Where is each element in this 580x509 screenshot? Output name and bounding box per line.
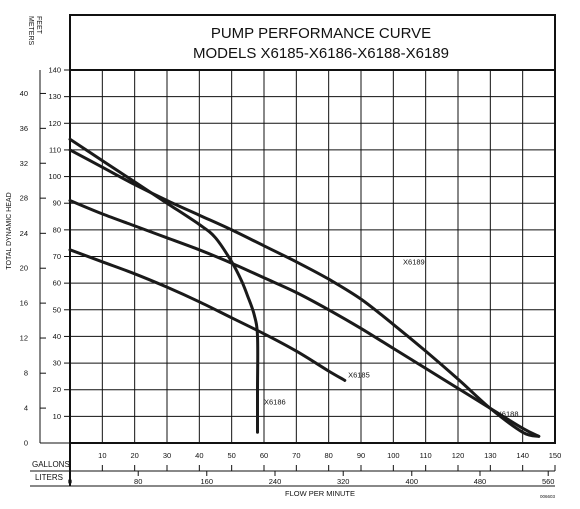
y-tick-feet: 100 — [48, 172, 61, 181]
curve-label-x6189: X6189 — [403, 257, 425, 266]
y-tick-meters: 32 — [20, 159, 28, 168]
title-box — [69, 14, 556, 71]
y-tick-feet: 50 — [53, 305, 61, 314]
y-tick-meters: 4 — [24, 404, 28, 413]
curve-label-x6188: X6188 — [497, 409, 519, 418]
y-tick-feet: 90 — [53, 199, 61, 208]
y-tick-feet: 70 — [53, 252, 61, 261]
y-tick-meters: 20 — [20, 264, 28, 273]
x-tick-gallons: 20 — [130, 451, 138, 460]
y-tick-feet: 10 — [53, 412, 61, 421]
x-tick-liters: 240 — [269, 477, 282, 486]
x-tick-gallons: 120 — [452, 451, 465, 460]
figure-code: 006603 — [540, 494, 556, 499]
x-tick-gallons: 100 — [387, 451, 400, 460]
y-tick-feet: 20 — [53, 385, 61, 394]
y-tick-meters: 24 — [20, 229, 28, 238]
y-tick-meters: 28 — [20, 194, 28, 203]
y-tick-feet: 110 — [49, 145, 61, 154]
x-tick-gallons: 110 — [420, 451, 432, 460]
x-tick-liters: 160 — [201, 477, 214, 486]
curve-label-x6186: X6186 — [264, 397, 286, 406]
y-tick-meters: 40 — [20, 89, 28, 98]
y-tick-meters: 8 — [24, 369, 28, 378]
y-tick-feet: 130 — [48, 92, 61, 101]
x-tick-gallons: 60 — [260, 451, 268, 460]
x-tick-liters: 560 — [542, 477, 555, 486]
gallons-row-label: GALLONS — [32, 460, 70, 469]
liters-row-label: LITERS — [35, 473, 63, 482]
x-tick-gallons: 90 — [357, 451, 365, 460]
x-tick-gallons: 10 — [98, 451, 106, 460]
grid — [30, 69, 556, 487]
y-tick-meters: 12 — [20, 334, 28, 343]
curve-x6185 — [68, 248, 347, 382]
x-tick-gallons: 30 — [163, 451, 171, 460]
curve-x6188 — [68, 199, 541, 438]
x-tick-gallons: 140 — [516, 451, 529, 460]
feet-unit-label: FEET — [35, 16, 42, 35]
curves — [68, 137, 541, 438]
chart-title: PUMP PERFORMANCE CURVE — [211, 25, 431, 42]
y-tick-meters: 0 — [24, 439, 28, 448]
y-tick-meters: 36 — [20, 124, 28, 133]
meters-unit-label: METERS — [27, 16, 34, 46]
x-tick-liters: 400 — [406, 477, 419, 486]
y-tick-feet: 40 — [53, 332, 61, 341]
y-tick-feet: 80 — [53, 225, 61, 234]
curve-labels: X6189 X6188 X6185 X6186 — [264, 257, 518, 418]
y-tick-feet: 140 — [48, 66, 61, 75]
x-axis-label: FLOW PER MINUTE — [285, 489, 355, 498]
y-axis-label: TOTAL DYNAMIC HEAD — [6, 192, 13, 269]
x-tick-liters: 80 — [134, 477, 142, 486]
x-tick-gallons: 80 — [324, 451, 332, 460]
x-tick-gallons: 130 — [484, 451, 497, 460]
curve-x6186 — [68, 137, 260, 434]
tick-labels: 10 20 30 40 50 60 70 80 90 100 110 120 130 140 1501020… — [20, 66, 562, 487]
curve-label-x6185: X6185 — [348, 371, 370, 380]
y-tick-feet: 120 — [48, 119, 61, 128]
x-tick-liters: 0 — [68, 477, 72, 486]
x-tick-gallons: 150 — [549, 451, 562, 460]
y-tick-feet: 60 — [53, 279, 61, 288]
x-tick-gallons: 40 — [195, 451, 203, 460]
y-tick-meters: 16 — [20, 299, 28, 308]
chart-subtitle: MODELS X6185-X6186-X6188-X6189 — [193, 45, 449, 62]
x-tick-gallons: 70 — [292, 451, 300, 460]
y-tick-feet: 30 — [53, 359, 61, 368]
x-tick-gallons: 50 — [227, 451, 235, 460]
x-tick-liters: 480 — [474, 477, 487, 486]
x-tick-liters: 320 — [337, 477, 350, 486]
